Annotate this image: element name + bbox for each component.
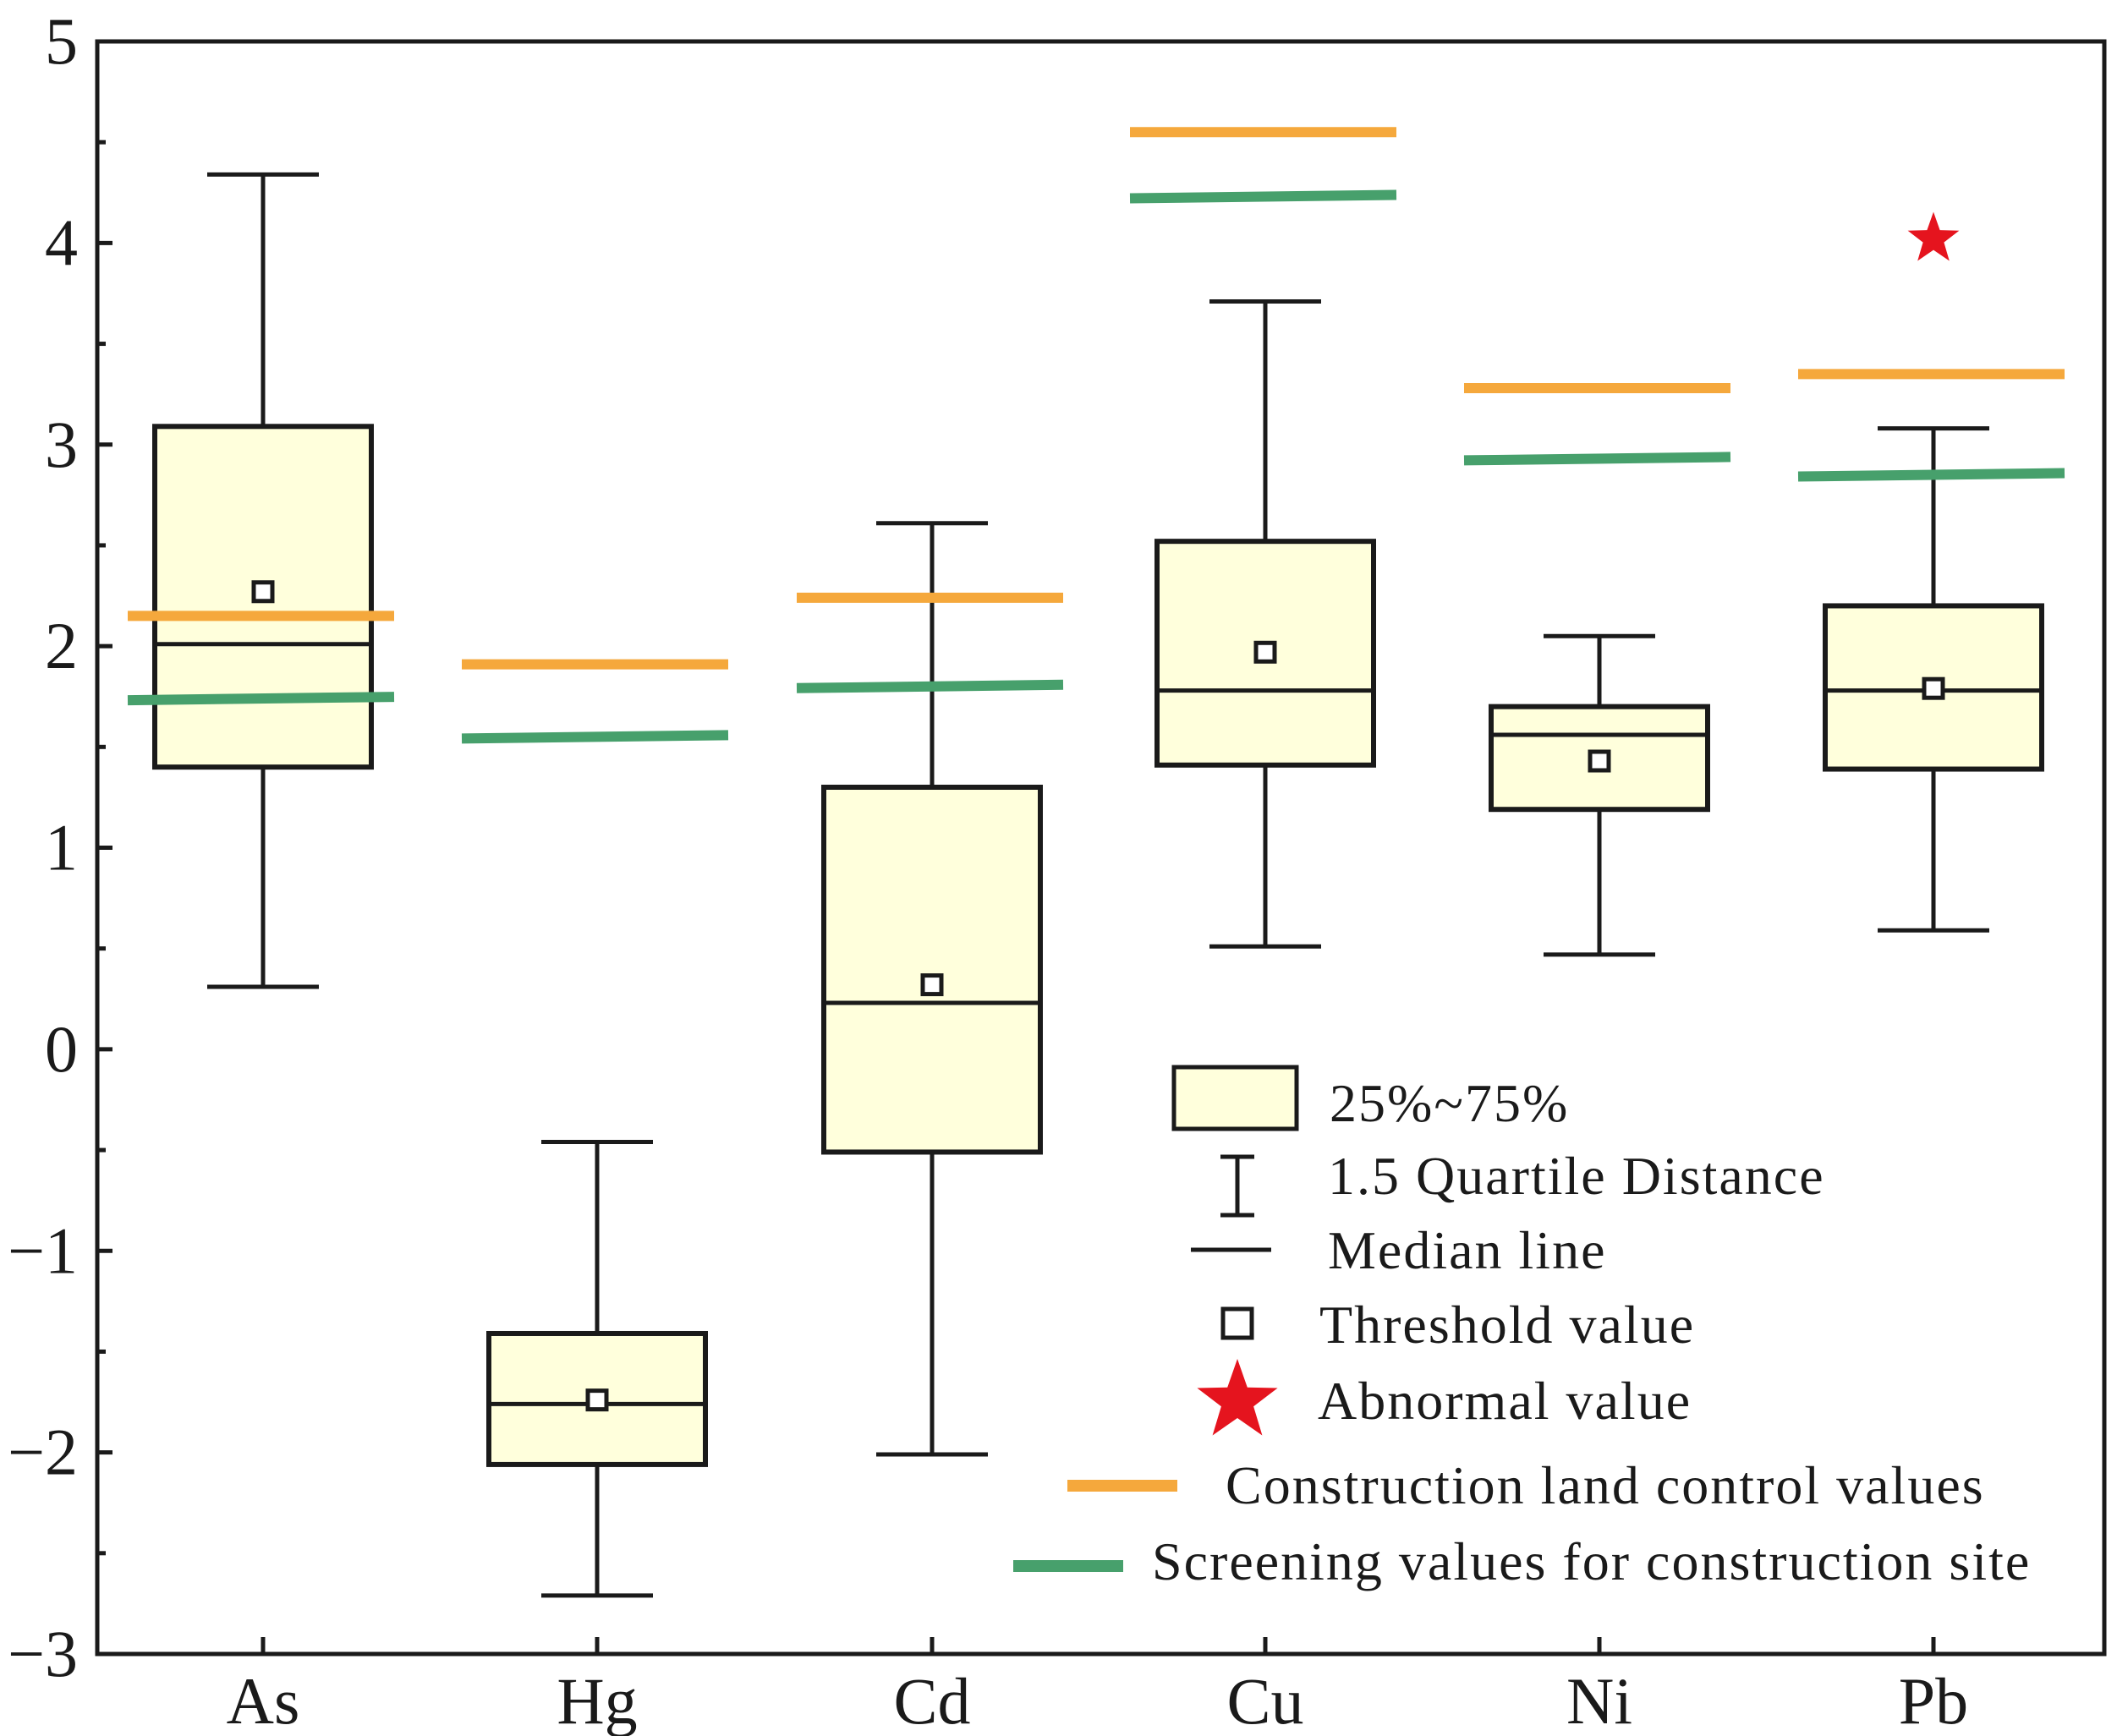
- y-tick-label: 2: [45, 609, 78, 682]
- legend-box-swatch: [1171, 1065, 1299, 1131]
- abnormal-star-icon: [1907, 211, 1960, 261]
- x-tick-label-as: As: [227, 1664, 300, 1736]
- plot-frame: [95, 39, 2107, 1657]
- x-tick-label-hg: Hg: [557, 1664, 637, 1736]
- y-tick-label: 1: [45, 811, 78, 884]
- box-cu: [1129, 127, 1397, 949]
- iqr-box: [821, 784, 1043, 1155]
- y-tick-label: 3: [45, 408, 78, 481]
- screening-line: [1129, 189, 1397, 204]
- iqr-box: [1489, 704, 1710, 813]
- box-cd: [796, 521, 1064, 1457]
- screening-line: [1463, 452, 1731, 466]
- screening-line: [461, 730, 729, 744]
- legend-median-label: Median line: [1328, 1220, 1606, 1280]
- x-tick-label-cu: Cu: [1226, 1664, 1303, 1736]
- x-tick-label-ni: Ni: [1566, 1664, 1632, 1736]
- threshold-marker: [1588, 749, 1611, 773]
- legend-abnormal-label: Abnormal value: [1318, 1371, 1692, 1431]
- box-pb: [1797, 211, 2065, 933]
- y-tick-label: −3: [8, 1617, 78, 1690]
- legend: 25%~75% 1.5 Quartile Distance Median lin…: [1013, 1065, 2031, 1591]
- legend-threshold-label: Threshold value: [1319, 1295, 1695, 1355]
- y-tick-label: −2: [8, 1416, 78, 1489]
- threshold-marker: [585, 1388, 609, 1412]
- screening-line: [127, 692, 395, 706]
- threshold-marker: [1253, 640, 1277, 664]
- plot-area: [127, 127, 2065, 1598]
- legend-box-label: 25%~75%: [1330, 1073, 1569, 1133]
- x-axis: As Hg Cd Cu Ni Pb: [227, 1637, 1968, 1736]
- box-as: [127, 172, 395, 989]
- legend-whisker-label: 1.5 Quartile Distance: [1328, 1146, 1825, 1206]
- y-tick-label: 4: [45, 205, 78, 279]
- threshold-marker: [251, 580, 275, 604]
- legend-threshold-swatch: [1220, 1306, 1254, 1340]
- y-tick-label: 0: [45, 1012, 78, 1086]
- x-tick-label-pb: Pb: [1899, 1664, 1968, 1736]
- y-tick-label: −1: [8, 1213, 78, 1287]
- threshold-marker: [1922, 676, 1945, 700]
- threshold-marker: [920, 973, 944, 997]
- y-tick-label: 5: [45, 4, 78, 78]
- legend-whisker-swatch: [1220, 1154, 1254, 1218]
- box-ni: [1463, 383, 1731, 957]
- legend-abnormal-star-icon: [1197, 1359, 1278, 1436]
- screening-line: [1797, 468, 2065, 482]
- box-hg: [461, 659, 729, 1598]
- screening-line: [796, 679, 1064, 693]
- legend-control-label: Construction land control values: [1226, 1455, 1985, 1515]
- legend-screening-label: Screening values for construction site: [1152, 1531, 2031, 1591]
- x-tick-label-cd: Cd: [893, 1664, 970, 1736]
- y-axis: 5 4 3 2 1 0 −1 −2 −3: [8, 4, 112, 1690]
